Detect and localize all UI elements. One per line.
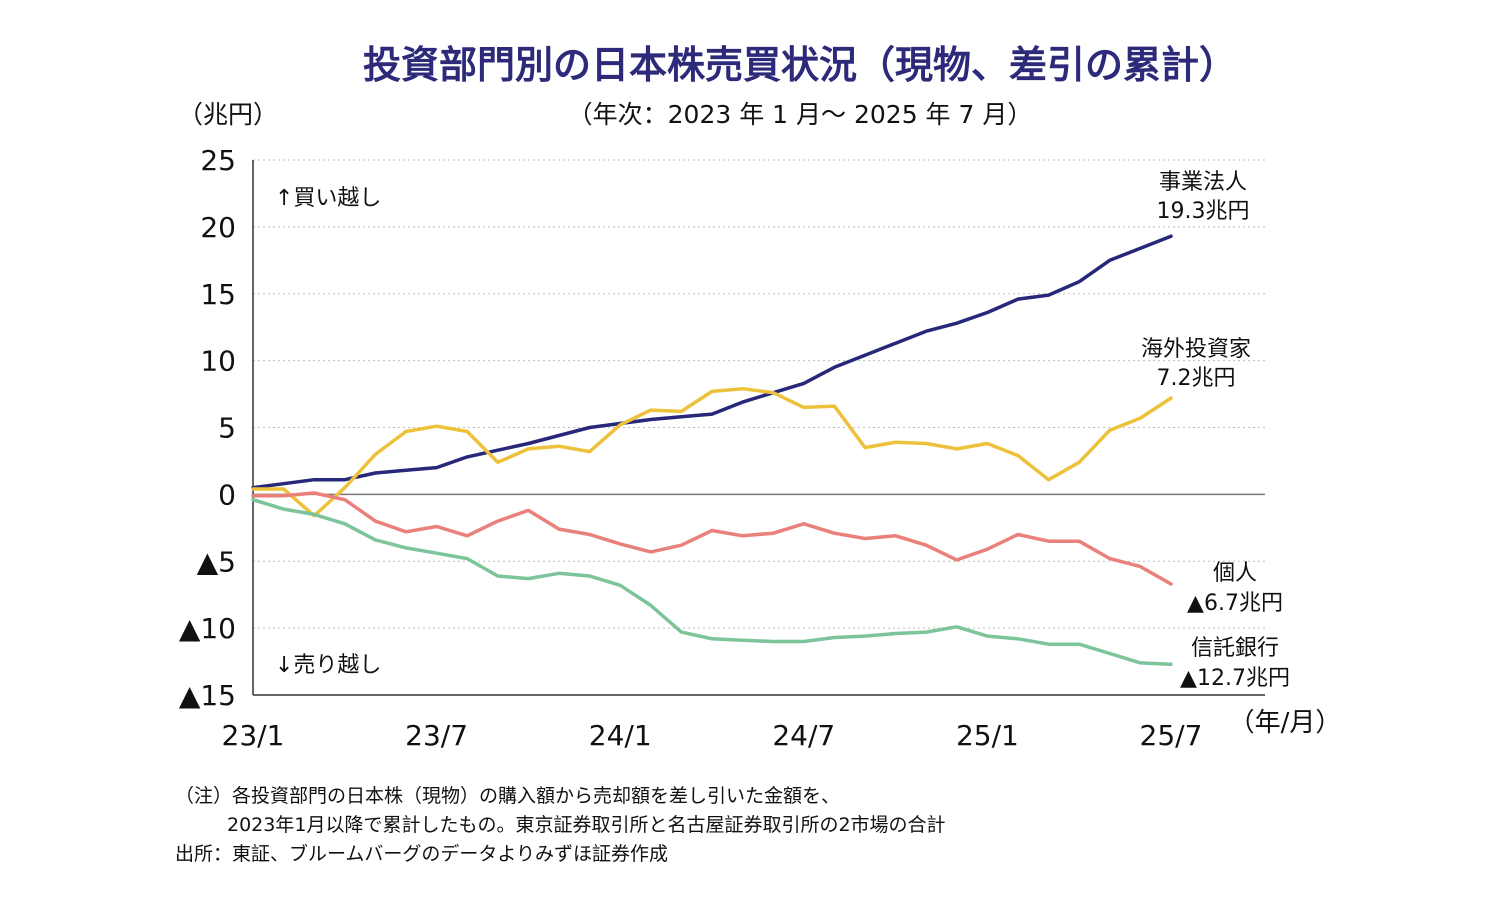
series-line-3 [251,497,1173,666]
x-axis-label: （年/月） [1229,708,1342,738]
x-tick-label: 24/1 [589,719,652,752]
y-tick-label: ▲10 [179,612,236,645]
y-unit-label: （兆円） [178,100,279,129]
x-tick-label: 25/1 [956,719,1019,752]
series-end-value-label: 19.3兆円 [1157,199,1250,224]
x-tick-label: 25/7 [1140,719,1203,752]
series-end-value-label: ▲6.7兆円 [1187,591,1283,616]
note-line-2: 2023年1月以降で累計したもの。東京証券取引所と名古屋証券取引所の2市場の合計 [227,814,946,836]
series-line-0 [251,234,1173,490]
x-tick-label: 24/7 [772,719,835,752]
chart-subtitle: （年次：2023 年 1 月〜 2025 年 7 月） [567,100,1033,129]
y-tick-label: 15 [200,278,236,311]
buy-annotation: ↑買い越し [275,186,381,211]
x-tick-label: 23/1 [222,719,285,752]
series-end-value-label: ▲12.7兆円 [1180,666,1290,691]
source-line: 出所：東証、ブルームバーグのデータよりみずほ証券作成 [175,843,669,865]
y-tick-label: 0 [218,478,236,511]
y-tick-label: 25 [200,144,236,177]
x-tick-label: 23/7 [405,719,468,752]
series-name-label: 事業法人 [1159,170,1247,195]
y-tick-label: 5 [218,412,236,445]
y-tick-label: ▲5 [197,545,236,578]
series-name-label: 信託銀行 [1191,636,1279,661]
series-name-label: 海外投資家 [1141,337,1251,362]
sell-annotation: ↓売り越し [275,653,381,678]
note-line-1: （注）各投資部門の日本株（現物）の購入額から売却額を差し引いた金額を、 [175,785,841,807]
y-tick-label: 20 [200,211,236,244]
y-tick-label: 10 [200,345,236,378]
series-line-2 [251,491,1173,586]
chart-notes: （注）各投資部門の日本株（現物）の購入額から売却額を差し引いた金額を、 2023… [175,782,946,869]
series-end-value-label: 7.2兆円 [1157,366,1236,391]
series-name-label: 個人 [1213,561,1257,586]
series-line-1 [251,386,1173,518]
y-tick-label: ▲15 [179,679,236,712]
chart-title: 投資部門別の日本株売買状況（現物、差引の累計） [362,43,1237,87]
